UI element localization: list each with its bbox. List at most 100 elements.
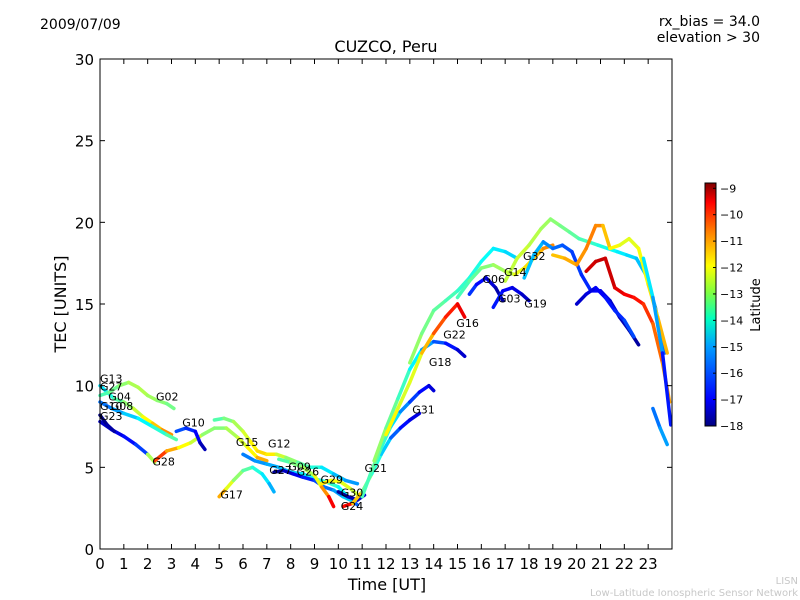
series-segment (338, 480, 353, 491)
series-segment (260, 472, 271, 486)
colorbar (704, 182, 717, 427)
y-tick-label: 15 (75, 296, 94, 314)
series-segment (491, 289, 505, 310)
series-segment (520, 292, 531, 303)
satellite-label: G13 (100, 372, 123, 385)
series-segment (231, 419, 245, 434)
series-g23 (98, 413, 117, 434)
series-segment (574, 246, 588, 267)
series-segment (515, 243, 531, 261)
series-segment (491, 246, 507, 254)
satellite-label: G03 (498, 292, 521, 305)
series-segment (431, 339, 448, 345)
series-segment (510, 285, 524, 296)
series-g20 (574, 285, 636, 339)
series-layer (98, 217, 673, 509)
series-segment (246, 445, 260, 460)
y-tick-label: 30 (75, 51, 94, 69)
series-segment (467, 259, 484, 280)
series-segment (651, 406, 662, 430)
series-segment (427, 383, 436, 393)
series-segment (327, 494, 336, 509)
satellite-label: G08 (111, 400, 134, 413)
series-segment (408, 351, 424, 385)
colorbar-tick-label: −18 (720, 420, 743, 433)
satellite-label: G24 (341, 500, 364, 513)
x-tick-label: 7 (262, 555, 272, 573)
x-tick-label: 3 (167, 555, 177, 573)
series-segment (384, 396, 400, 430)
colorbar-tick-label: −9 (720, 182, 736, 195)
y-tick-label: 10 (75, 378, 94, 396)
series-segment (122, 434, 138, 447)
series-segment (336, 490, 350, 499)
series-segment (512, 266, 526, 277)
x-tick-label: 6 (238, 555, 248, 573)
series-segment (658, 426, 669, 447)
axes-layer: 0 1 2 3 4 5 6 7 8 9 10 11 12 13 14 15 16 17 18 19 20 21 22 2305… (75, 51, 672, 573)
satellite-label: G29 (321, 474, 344, 487)
series-segment (277, 457, 293, 465)
series-segment (641, 256, 655, 300)
satellite-label: G14 (504, 266, 527, 279)
series-segment (455, 347, 467, 359)
series-segment (319, 465, 336, 476)
series-segment (231, 468, 245, 483)
footer-lisn: LISN (775, 576, 798, 587)
series-segment (443, 302, 460, 319)
series-segment (198, 441, 207, 452)
series-segment (579, 272, 593, 293)
series-segment (479, 246, 496, 264)
series-segment (134, 442, 150, 457)
series-segment (455, 302, 467, 319)
colorbar-tick-label: −14 (720, 314, 743, 327)
series-segment (150, 424, 169, 437)
series-segment (420, 308, 436, 336)
series-segment (632, 295, 646, 306)
y-axis-label: TEC [UNITS] (51, 256, 70, 354)
satellite-label: G06 (483, 273, 506, 286)
series-segment (527, 227, 543, 247)
x-tick-label: 4 (191, 555, 201, 573)
series-segment (396, 380, 412, 411)
series-segment (396, 367, 412, 401)
colorbar-ticks: −9 −10 −11 −12 −13 −14 −15 −16 −17 −18 (713, 182, 743, 433)
series-segment (558, 223, 572, 234)
x-tick-label: 1 (119, 555, 129, 573)
series-segment (248, 439, 260, 453)
series-segment (455, 276, 472, 293)
series-segment (164, 432, 179, 442)
series-segment (474, 276, 488, 287)
satellite-label: G10 (182, 417, 205, 430)
satellite-label: G17 (220, 488, 243, 501)
series-segment (408, 347, 424, 372)
series-segment (217, 486, 229, 499)
series-segment (398, 418, 412, 430)
series-segment (122, 411, 140, 421)
y-tick-label: 0 (84, 541, 94, 559)
colorbar-tick-label: −13 (720, 288, 743, 301)
satellite-label: G27 (100, 381, 123, 394)
series-segment (613, 308, 627, 323)
series-g22 (384, 302, 467, 437)
colorbar-tick-label: −15 (720, 341, 743, 354)
series-segment (153, 449, 169, 463)
series-segment (122, 400, 136, 411)
series-segment (503, 249, 519, 261)
series-segment (584, 223, 598, 251)
series-segment (136, 416, 155, 429)
series-segment (603, 256, 617, 290)
x-tick-label: 16 (472, 555, 491, 573)
series-g27 (272, 468, 353, 502)
series-segment (567, 230, 581, 241)
x-tick-label: 22 (615, 555, 634, 573)
series-segment (651, 295, 665, 355)
x-axis-label: Time [UT] (347, 575, 426, 594)
series-segment (164, 445, 181, 453)
satellite-label: G23 (100, 410, 123, 423)
series-segment (176, 441, 193, 450)
series-segment (532, 246, 546, 261)
series-segment (408, 411, 422, 422)
